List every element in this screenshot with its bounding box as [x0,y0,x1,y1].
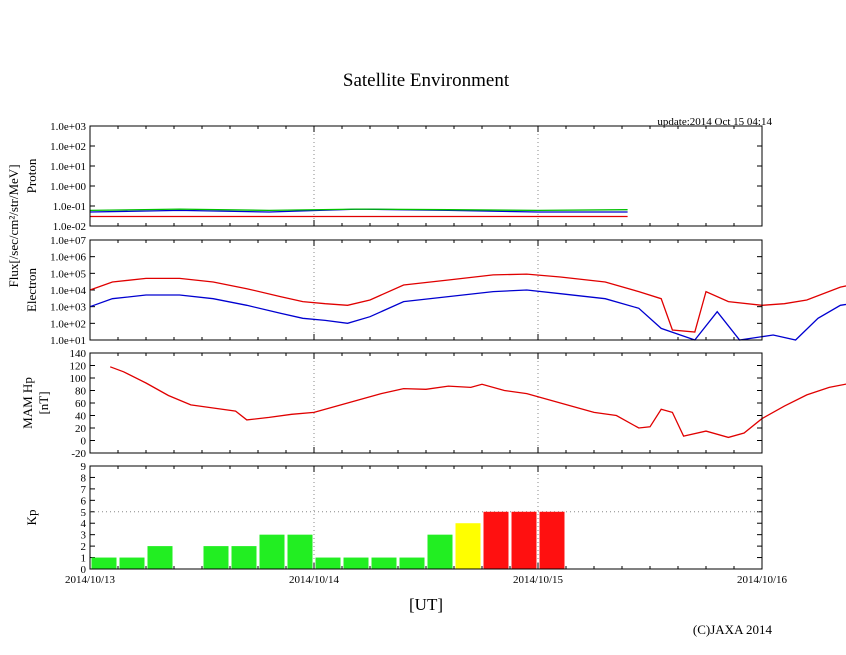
y-tick-label: 1.0e+04 [50,285,86,297]
y-tick-label: 20 [75,423,87,435]
panel-frame [89,465,763,570]
y-tick-label: 8 [81,472,87,484]
y-axis-label-proton: Proton [24,158,39,193]
y-tick-label: 5 [81,507,87,519]
y-tick-label: 1.0e+02 [50,141,86,153]
kp-bar-1 [119,557,145,569]
kp-bar-6 [259,534,285,569]
kp-bar-5 [231,546,257,569]
kp-bar-8 [315,557,341,569]
y-tick-label: 1.0e+05 [50,268,86,280]
x-axis-label: [UT] [409,595,443,614]
y-tick-label: 6 [81,495,87,507]
y-tick-label: 140 [70,348,87,360]
y-tick-label: 1.0e+06 [50,252,86,264]
y-tick-label: 100 [70,373,87,385]
series-electron-blue [89,289,846,341]
series-mam-hp [109,366,846,439]
x-tick-label: 2014/10/13 [65,574,116,586]
y-tick-label: 120 [70,361,87,373]
kp-bar-16 [539,511,565,569]
y-tick-label: 0 [81,564,87,576]
y-tick-label: 1.0e+02 [50,318,86,330]
y-tick-label: 7 [81,484,87,496]
copyright: (C)JAXA 2014 [693,622,773,637]
chart-panels: 1.0e-021.0e-011.0e+001.0e+011.0e+021.0e+… [20,121,846,586]
update-timestamp: update:2014 Oct 15 04:14 [657,116,772,128]
series-electron-red [89,273,846,333]
x-tick-label: 2014/10/15 [513,574,564,586]
y-tick-label: 1.0e+01 [50,335,86,347]
kp-bar-7 [287,534,313,569]
panel-frame [89,239,763,341]
y-tick-label: -20 [71,448,86,460]
panel-electron: 1.0e+01 1.0e+02 1.0e+03 1.0e+04 1.0e+05 1.0e+… [24,235,846,347]
y-tick-label: 3 [81,530,87,542]
y-tick-label: 4 [81,518,87,530]
chart-title: Satellite Environment [343,70,510,91]
y-tick-label: 1.0e+03 [50,302,86,314]
y-axis-label-mam: MAM Hp [20,377,35,429]
y-tick-label: 1.0e+00 [50,181,86,193]
y-axis-label-kp: Kp [24,510,39,526]
kp-bar-9 [343,557,369,569]
y-axis-label-electron: Electron [24,267,39,312]
y-axis-label-mam: [nT] [36,391,51,414]
y-tick-label: 60 [75,398,87,410]
y-tick-label: 40 [75,411,87,423]
kp-bar-0 [91,557,117,569]
series-proton-green [89,208,628,212]
x-tick-label: 2014/10/16 [737,574,788,586]
kp-bar-2 [147,546,173,569]
kp-bar-15 [511,511,537,569]
y-tick-label: 1.0e-01 [53,201,86,213]
kp-bar-12 [427,534,453,569]
kp-bar-10 [371,557,397,569]
y-tick-label: 80 [75,386,87,398]
panel-proton: 1.0e-02 1.0e-01 1.0e+00 1.0e+01 1.0e+02 1.0e+… [24,121,763,233]
x-tick-label: 2014/10/14 [289,574,340,586]
flux-unit-label: Flux[/sec/cm²/str/MeV] [6,164,21,287]
kp-bar-11 [399,557,425,569]
kp-bar-13 [455,523,481,569]
panel-frame [89,352,763,454]
y-tick-label: 1.0e+03 [50,121,86,133]
y-tick-label: 1.0e-02 [53,221,86,233]
y-tick-label: 1 [81,553,87,565]
kp-bar-4 [203,546,229,569]
y-tick-label: 2 [81,541,87,553]
y-tick-label: 1.0e+07 [50,235,86,247]
panel-frame [89,125,763,227]
kp-bar-14 [483,511,509,569]
y-tick-label: 9 [81,461,87,473]
y-tick-label: 1.0e+01 [50,161,86,173]
y-tick-label: 0 [81,436,87,448]
